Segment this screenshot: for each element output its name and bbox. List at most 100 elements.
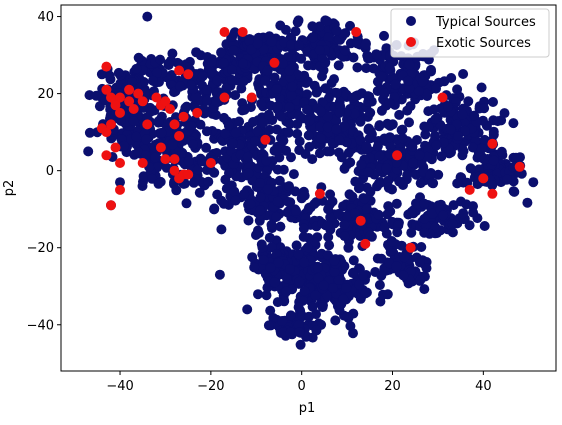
plot-frame xyxy=(60,4,557,372)
typical-source-point xyxy=(341,283,352,293)
typical-source-point xyxy=(298,231,309,242)
typical-source-point xyxy=(457,109,468,120)
typical-source-point xyxy=(278,164,289,175)
typical-source-point xyxy=(216,224,227,235)
exotic-source-point xyxy=(133,88,144,99)
typical-source-point xyxy=(379,221,390,232)
typical-source-point xyxy=(277,316,288,326)
typical-source-point xyxy=(115,177,125,188)
typical-source-point xyxy=(376,71,387,82)
typical-source-point xyxy=(416,242,427,252)
typical-source-point xyxy=(227,138,238,149)
typical-source-point xyxy=(479,134,490,145)
typical-source-point xyxy=(227,31,238,42)
typical-source-point xyxy=(212,75,223,86)
typical-source-point xyxy=(479,221,490,231)
x-tick-label: −40 xyxy=(106,379,133,394)
typical-source-point xyxy=(243,168,254,179)
typical-source-point xyxy=(405,101,416,112)
typical-source-point xyxy=(271,249,282,260)
typical-source-point xyxy=(397,133,408,144)
typical-source-point xyxy=(243,215,254,226)
typical-source-point xyxy=(467,142,478,153)
typical-source-point xyxy=(220,174,231,185)
typical-source-point xyxy=(223,120,234,131)
legend-label-exotic: Exotic Sources xyxy=(436,36,531,51)
typical-source-point xyxy=(296,53,307,64)
typical-source-point xyxy=(269,277,280,288)
typical-source-point xyxy=(445,124,456,135)
exotic-source-point xyxy=(151,92,162,103)
typical-source-point xyxy=(458,69,469,79)
exotic-source-point xyxy=(183,69,194,80)
typical-source-point xyxy=(252,126,263,137)
typical-source-point xyxy=(396,94,407,105)
exotic-source-point xyxy=(314,188,325,199)
typical-source-point xyxy=(238,76,249,87)
typical-source-point xyxy=(299,257,310,268)
typical-source-point xyxy=(295,339,306,350)
exotic-source-point xyxy=(110,100,121,111)
typical-source-point xyxy=(278,135,289,146)
typical-source-point xyxy=(334,107,345,118)
typical-source-point xyxy=(511,152,521,163)
typical-source-point xyxy=(359,193,370,204)
typical-source-point xyxy=(479,103,490,114)
typical-source-point xyxy=(322,122,333,133)
exotic-source-point xyxy=(165,104,175,114)
typical-source-point xyxy=(339,219,350,230)
typical-source-point xyxy=(419,227,430,238)
exotic-source-point xyxy=(405,242,416,253)
typical-source-point xyxy=(282,273,292,284)
typical-source-point xyxy=(242,304,253,315)
typical-source-point xyxy=(353,183,364,194)
typical-source-point xyxy=(352,62,363,73)
typical-source-point xyxy=(429,104,439,115)
typical-source-point xyxy=(509,186,520,197)
typical-source-point xyxy=(239,189,250,199)
typical-source-point xyxy=(180,103,191,113)
typical-source-point xyxy=(376,270,387,281)
typical-source-point xyxy=(251,230,261,240)
typical-source-point xyxy=(214,269,225,280)
typical-source-point xyxy=(365,107,376,118)
exotic-source-point xyxy=(174,65,185,76)
typical-source-point xyxy=(379,88,390,99)
typical-source-point xyxy=(314,21,325,32)
typical-source-point xyxy=(408,157,418,168)
typical-source-point xyxy=(419,284,430,295)
typical-source-point xyxy=(281,286,292,297)
exotic-source-point xyxy=(106,119,116,130)
y-tick-label: 40 xyxy=(37,10,54,25)
exotic-source-point xyxy=(169,119,180,130)
typical-source-point xyxy=(265,262,276,273)
typical-source-point xyxy=(311,87,322,98)
typical-source-point xyxy=(254,178,265,188)
typical-source-point xyxy=(363,91,374,102)
typical-source-point xyxy=(476,143,487,154)
typical-source-point xyxy=(413,86,424,97)
typical-source-point xyxy=(522,197,533,208)
typical-source-point xyxy=(365,230,376,241)
typical-source-point xyxy=(272,101,283,112)
exotic-source-point xyxy=(160,96,171,107)
typical-source-point xyxy=(339,121,350,132)
typical-source-point xyxy=(363,167,374,178)
typical-source-point xyxy=(188,177,199,188)
typical-source-point xyxy=(372,141,383,152)
typical-source-point xyxy=(324,240,335,251)
typical-source-point xyxy=(261,155,272,166)
typical-source-point xyxy=(293,319,304,330)
typical-source-point xyxy=(221,183,232,194)
typical-source-point xyxy=(414,257,425,268)
typical-source-point xyxy=(374,151,385,161)
typical-source-point xyxy=(151,67,162,78)
typical-source-point xyxy=(315,106,326,117)
typical-source-point xyxy=(457,150,468,161)
typical-source-point xyxy=(190,91,201,102)
typical-source-point xyxy=(315,121,326,132)
typical-source-point xyxy=(488,97,498,107)
typical-source-point xyxy=(298,223,309,234)
typical-source-point xyxy=(284,119,295,130)
exotic-source-point xyxy=(219,92,230,103)
